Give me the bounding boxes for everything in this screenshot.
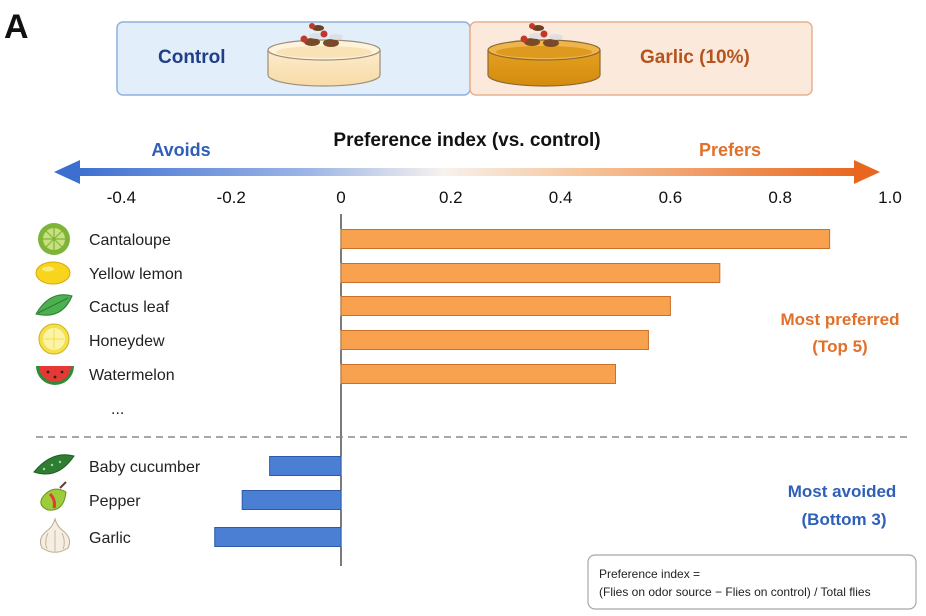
cucumber-icon [33,454,75,475]
most-preferred-sublabel: (Top 5) [812,337,867,356]
fly-icon [520,23,563,47]
bar-garlic [214,527,342,547]
bars [214,229,831,547]
prefers-label: Prefers [699,140,761,160]
garlic-label: Garlic (10%) [640,47,750,68]
category-label: Cantaloupe [89,232,171,249]
fly-icon [300,23,343,47]
lime-icon [38,223,70,255]
category-labels: Cantaloupe Yellow lemon Cactus leaf Honeyde… [89,232,201,547]
x-axis-ticks: -0.4 -0.2 0 0.2 0.4 0.6 0.8 1.0 [107,188,902,207]
panel-label: A [4,8,29,46]
x-tick-label: 0 [336,188,345,207]
x-tick-label: -0.4 [107,188,136,207]
bar-cantaloupe [340,229,831,249]
avoids-label: Avoids [151,140,210,160]
x-tick-label: 0.4 [549,188,573,207]
x-tick-label: 1.0 [878,188,902,207]
pepper-icon [40,481,67,511]
bar-watermelon [340,364,616,384]
most-avoided-label: Most avoided [788,482,897,501]
control-dish-icon [267,23,381,87]
most-avoided-sublabel: (Bottom 3) [802,510,887,529]
garlic-icon [40,517,70,553]
lemon-icon [35,261,71,285]
formula-line-1: Preference index = [599,567,700,581]
formula-line-2: (Flies on odor source − Flies on control… [599,585,871,599]
most-preferred-label: Most preferred [780,310,899,329]
bar-cactus-leaf [340,296,671,316]
ellipsis: ... [111,401,124,418]
category-label: Yellow lemon [89,266,183,283]
direction-arrow [54,160,880,184]
category-label: Garlic [89,530,131,547]
x-tick-label: 0.2 [439,188,463,207]
category-label: Pepper [89,493,141,510]
formula-box: Preference index = (Flies on odor source… [587,554,917,610]
bar-pepper [241,490,342,510]
garlic-dish-icon [487,23,601,87]
x-tick-label: 0.6 [659,188,683,207]
lemon-slice-icon [38,323,70,355]
category-label: Watermelon [89,367,175,384]
bar-baby-cucumber [269,456,342,476]
leaf-icon [35,294,73,316]
category-label: Cactus leaf [89,299,170,316]
category-label: Baby cucumber [89,459,201,476]
control-label: Control [158,47,226,68]
category-label: Honeydew [89,333,165,350]
chart-title: Preference index (vs. control) [333,130,600,151]
setup-panel: Control Garlic (10%) [116,21,813,96]
watermelon-icon [36,366,74,385]
x-tick-label: -0.2 [217,188,246,207]
category-icons [33,223,75,553]
x-tick-label: 0.8 [768,188,792,207]
bar-honeydew [340,330,649,350]
bar-yellow-lemon [340,263,721,283]
